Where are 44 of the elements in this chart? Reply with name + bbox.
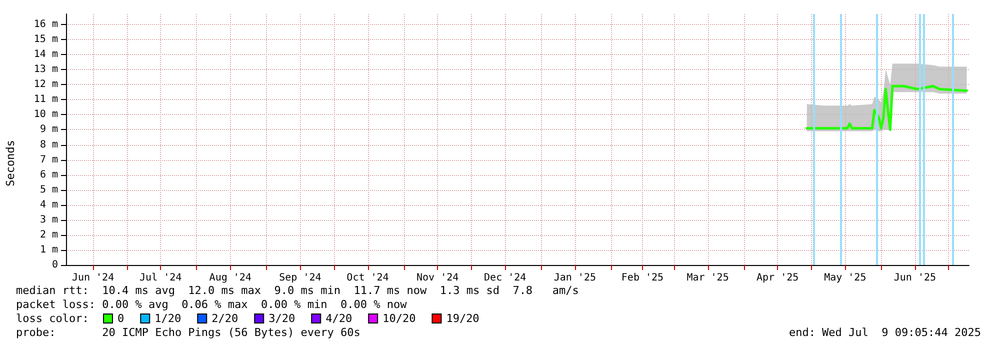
y-tick-label: 1 m: [40, 244, 58, 256]
x-tick-label: Aug '24: [209, 272, 252, 284]
text: packet loss: 0.00 % avg 0.06 % max 0.00 % min 0.00 % now: [16, 298, 408, 311]
y-tick-label: 2 m: [40, 229, 58, 240]
y-axis-title: Seconds: [4, 140, 17, 186]
text: probe: 20 ICMP Echo Pings (56 Bytes) every 60s: [16, 326, 360, 339]
y-tick-label: 16 m: [34, 19, 58, 30]
legend-label: 1/20: [154, 312, 182, 325]
x-tick-label: Oct '24: [346, 272, 389, 284]
legend-title: loss color:: [16, 312, 89, 325]
y-tick-label: 8 m: [40, 139, 58, 150]
legend-label: 10/20: [382, 312, 416, 325]
x-tick-label: Jan '25: [554, 272, 596, 284]
y-tick-label: 13 m: [34, 64, 58, 76]
x-tick-label: May '25: [824, 272, 866, 284]
y-tick-label: 11 m: [34, 94, 58, 106]
legend-label: 3/20: [268, 312, 296, 325]
y-tick-label: 7 m: [40, 154, 58, 166]
text: end: Wed Jul 9 09:05:44 2025: [788, 326, 982, 339]
legend-label: 4/20: [326, 312, 352, 325]
x-tick-label: Sep '24: [279, 272, 322, 284]
y-tick-label: 4 m: [40, 199, 58, 210]
y-tick-label: 9 m: [40, 124, 58, 136]
x-tick-label: Jun '24: [72, 272, 114, 284]
x-tick-label: Dec '24: [484, 272, 526, 284]
x-tick-label: Nov '24: [416, 272, 459, 284]
legend-label: 0: [118, 312, 124, 325]
y-tick-label: 14 m: [34, 49, 58, 60]
legend-label: 2/20: [212, 312, 238, 325]
y-tick-label: 0: [52, 260, 58, 270]
text: median rtt: 10.4 ms avg 12.0 ms max 9.0 ms min 11.7 ms now 1.3 ms sd 7.8 am/s: [16, 284, 579, 297]
y-tick-label: 3 m: [40, 214, 58, 226]
line-series: [806, 84, 968, 131]
y-tick-label: 15 m: [34, 34, 58, 46]
y-tick-label: 12 m: [34, 79, 58, 90]
x-tick-label: Apr '25: [756, 272, 799, 284]
legend-label: 19/20: [446, 312, 480, 325]
x-tick-label: Feb '25: [621, 272, 664, 284]
y-tick-label: 5 m: [40, 184, 58, 196]
x-tick-label: Jun '25: [894, 272, 936, 284]
y-tick-label: 6 m: [40, 169, 58, 180]
y-tick-label: 10 m: [34, 109, 58, 120]
x-tick-label: Jul '24: [140, 272, 182, 284]
x-tick-label: Mar '25: [686, 272, 729, 284]
